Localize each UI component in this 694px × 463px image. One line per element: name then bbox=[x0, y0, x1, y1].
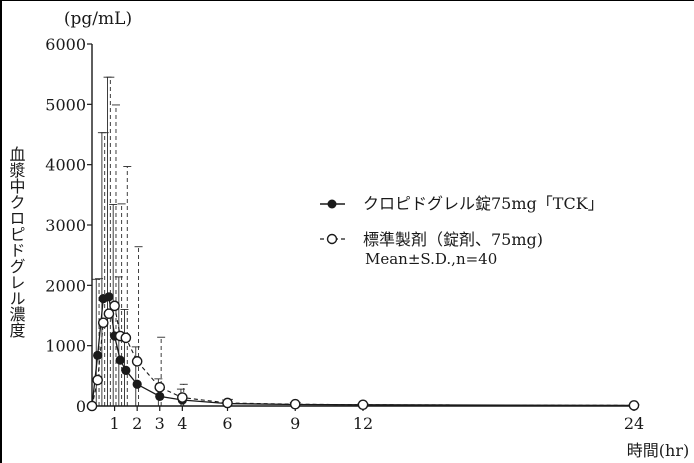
y-tick-label: 2000 bbox=[45, 276, 86, 295]
x-axis-label: 時間(hr) bbox=[627, 441, 689, 460]
x-tick-label: 9 bbox=[290, 414, 300, 433]
data-point bbox=[131, 356, 143, 367]
x-tick-label: 12 bbox=[353, 414, 373, 433]
y-tick-label: 6000 bbox=[45, 35, 86, 54]
data-point bbox=[103, 308, 115, 319]
data-point bbox=[93, 350, 103, 360]
legend-marker-tck bbox=[327, 199, 337, 209]
y-tick-label: 5000 bbox=[45, 95, 86, 114]
x-tick-label: 6 bbox=[222, 414, 232, 433]
legend-label-tck: クロピドグレル錠75mg「TCK」 bbox=[363, 194, 604, 213]
x-tick-label: 2 bbox=[132, 414, 142, 433]
y-axis-label: 血漿中クロピドグレル濃度 bbox=[7, 146, 26, 338]
x-tick-label: 1 bbox=[109, 414, 119, 433]
data-point bbox=[132, 379, 142, 389]
y-ticks: 0 1000 2000 3000 4000 5000 6000 bbox=[45, 35, 92, 416]
series-markers bbox=[86, 292, 640, 412]
data-point bbox=[154, 381, 166, 393]
series-line bbox=[91, 304, 635, 407]
legend: クロピドグレル錠75mg「TCK」 標準製剤（錠剤、75mg) Mean±S.D… bbox=[320, 194, 604, 268]
series-line bbox=[91, 295, 635, 407]
data-point bbox=[628, 400, 640, 411]
series-lines bbox=[91, 295, 635, 407]
legend-label-standard: 標準製剤（錠剤、75mg) bbox=[363, 230, 543, 249]
y-tick-label: 4000 bbox=[45, 156, 86, 175]
y-tick-label: 0 bbox=[76, 397, 86, 416]
legend-note: Mean±S.D.,n=40 bbox=[365, 250, 497, 268]
x-tick-label: 3 bbox=[155, 414, 165, 433]
data-point bbox=[109, 300, 120, 312]
x-ticks: 1 2 3 4 6 9 12 24 bbox=[109, 406, 644, 433]
y-unit-label: (pg/mL) bbox=[64, 9, 132, 29]
axes bbox=[91, 44, 634, 407]
data-point bbox=[289, 398, 301, 410]
data-point bbox=[97, 317, 109, 329]
y-tick-label: 1000 bbox=[45, 337, 86, 356]
data-point bbox=[115, 355, 125, 365]
data-point bbox=[104, 292, 114, 302]
data-point bbox=[357, 399, 369, 411]
data-point bbox=[120, 332, 132, 344]
data-point bbox=[155, 391, 165, 401]
data-point bbox=[177, 392, 188, 403]
legend-marker-standard bbox=[326, 233, 338, 245]
x-tick-label: 4 bbox=[177, 414, 187, 433]
y-tick-label: 3000 bbox=[45, 216, 86, 235]
data-point bbox=[222, 397, 233, 409]
x-tick-label: 24 bbox=[624, 414, 644, 433]
data-point bbox=[121, 365, 131, 376]
data-point bbox=[92, 374, 103, 386]
data-point bbox=[86, 400, 98, 412]
